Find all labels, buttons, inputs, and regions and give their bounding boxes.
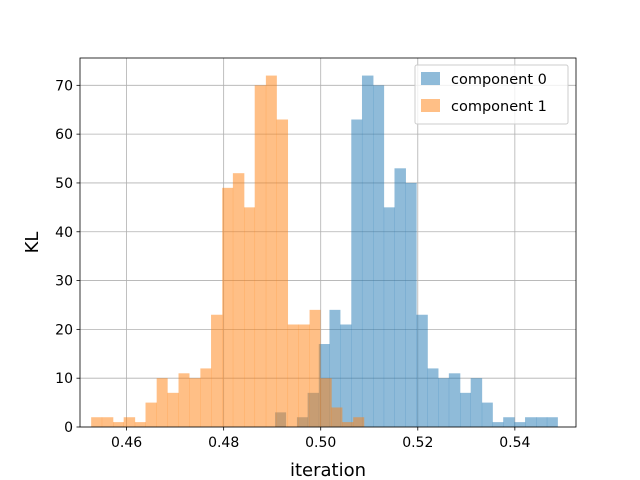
histogram-bar [101,417,114,427]
histogram-bar [113,422,124,427]
histogram-bar [254,85,267,427]
histogram-bar [91,417,103,427]
histogram-bar [373,85,385,427]
histogram-bar [276,119,289,427]
histogram-bar [200,368,212,427]
histogram-bar [394,168,406,428]
x-tick-label: 0.48 [208,435,239,451]
histogram-bar [156,378,168,427]
y-tick-label: 50 [55,176,73,192]
y-tick-label: 10 [55,371,73,387]
legend-label-component-0: component 0 [451,72,547,88]
histogram-bar [514,422,526,427]
y-tick-label: 40 [55,225,73,241]
histogram-bar [178,373,190,427]
x-tick-label: 0.52 [402,435,433,451]
series-1-bars [91,75,365,428]
histogram-bar [525,417,537,427]
y-axis-label: KL [22,232,43,254]
y-tick-label: 30 [55,274,73,290]
x-axis-label: iteration [290,460,366,480]
y-tick-label: 70 [55,78,73,94]
histogram-bar [320,378,332,427]
histogram-bar [427,368,439,427]
x-tick-label: 0.50 [305,435,336,451]
plot-area-frame [79,57,577,428]
histogram-bar [123,417,136,427]
histogram-bar [222,187,234,427]
histogram-bar [244,207,256,427]
histogram-bar [331,407,343,427]
histogram-bars [91,75,558,428]
y-tick-label: 0 [64,420,73,436]
legend-label-component-1: component 1 [451,99,547,115]
legend: component 0 component 1 [414,64,569,125]
histogram-bar [470,378,483,427]
histogram-bar [134,422,146,427]
legend-box [414,64,569,125]
histogram-bar [503,417,515,427]
histogram-bar [167,392,179,427]
histogram-bar [265,75,277,428]
histogram-bar [492,422,504,427]
histogram-bar [460,392,471,427]
histogram-bar [353,417,365,427]
histogram-bar [329,309,341,427]
histogram-bar [416,314,428,427]
histogram-bar [536,417,548,427]
histogram-bar [232,173,245,427]
histogram-bar [438,378,450,427]
histogram-bar [287,324,299,427]
histogram-bar [340,324,352,427]
histogram-bar [298,324,310,427]
histogram-bar [546,417,558,427]
histogram-bar [145,402,157,427]
axis-ticks: 0.46 0.48 0.50 0.52 0.54 0 10 20 30 40 50 60 70 [55,78,530,451]
histogram-bar [351,119,363,427]
legend-swatch-component-1 [421,99,440,112]
y-tick-label: 20 [55,322,73,338]
legend-swatch-component-0 [421,72,440,85]
histogram-bar [383,207,395,427]
histogram-bar [361,75,374,428]
histogram-bar [309,309,321,427]
y-tick-label: 60 [55,127,73,143]
x-tick-label: 0.54 [499,435,530,451]
histogram-bar [481,402,493,427]
histogram-bar [405,182,417,427]
histogram-bar [211,314,223,427]
x-tick-label: 0.46 [111,435,142,451]
histogram-bar [342,422,354,427]
series-0-bars [275,75,558,428]
histogram-bar [189,378,201,427]
histogram-bar [448,373,461,427]
